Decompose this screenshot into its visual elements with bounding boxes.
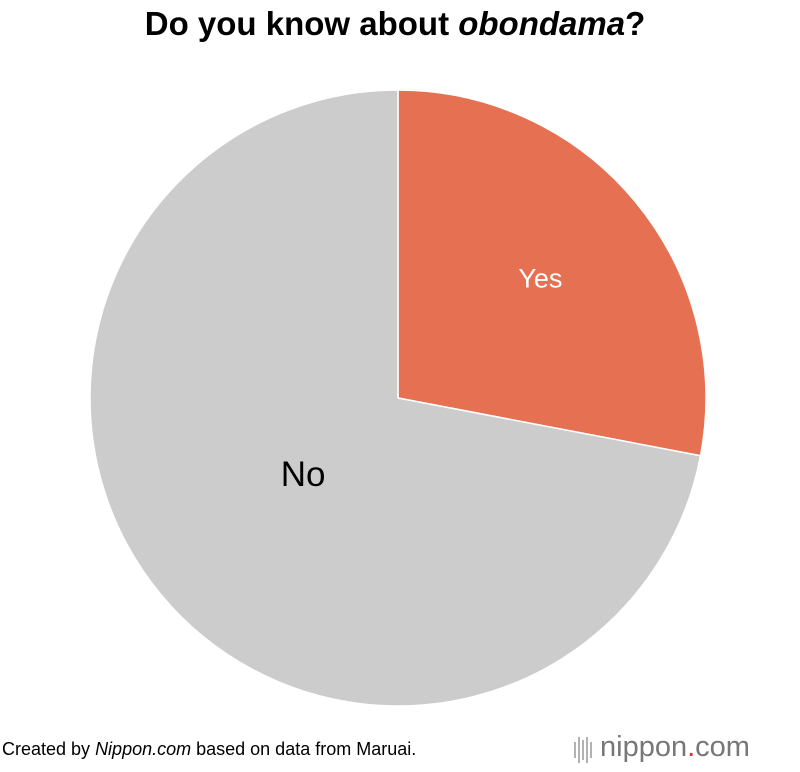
logo-part: com xyxy=(695,731,750,763)
pie-slice xyxy=(89,89,702,707)
source-part: Created by xyxy=(2,739,95,759)
title-part: obondama xyxy=(458,5,625,42)
source-note: Created by Nippon.com based on data from… xyxy=(2,739,416,759)
source-part: Nippon.com xyxy=(95,739,191,759)
title-part: ? xyxy=(625,5,645,42)
pie-slice xyxy=(397,89,707,457)
pie: Yes No xyxy=(89,89,707,707)
slice-label: No xyxy=(281,455,326,494)
logo-icon xyxy=(574,737,592,763)
logo-part: nippon xyxy=(600,731,687,763)
chart-title: Do you know about obondama? xyxy=(145,5,646,42)
logo: nippon.com xyxy=(600,731,750,763)
slice-label: Yes xyxy=(518,263,562,293)
logo-part: . xyxy=(687,731,695,763)
source-part: based on data from Maruai. xyxy=(191,739,416,759)
title-part: Do you know about xyxy=(145,5,458,42)
